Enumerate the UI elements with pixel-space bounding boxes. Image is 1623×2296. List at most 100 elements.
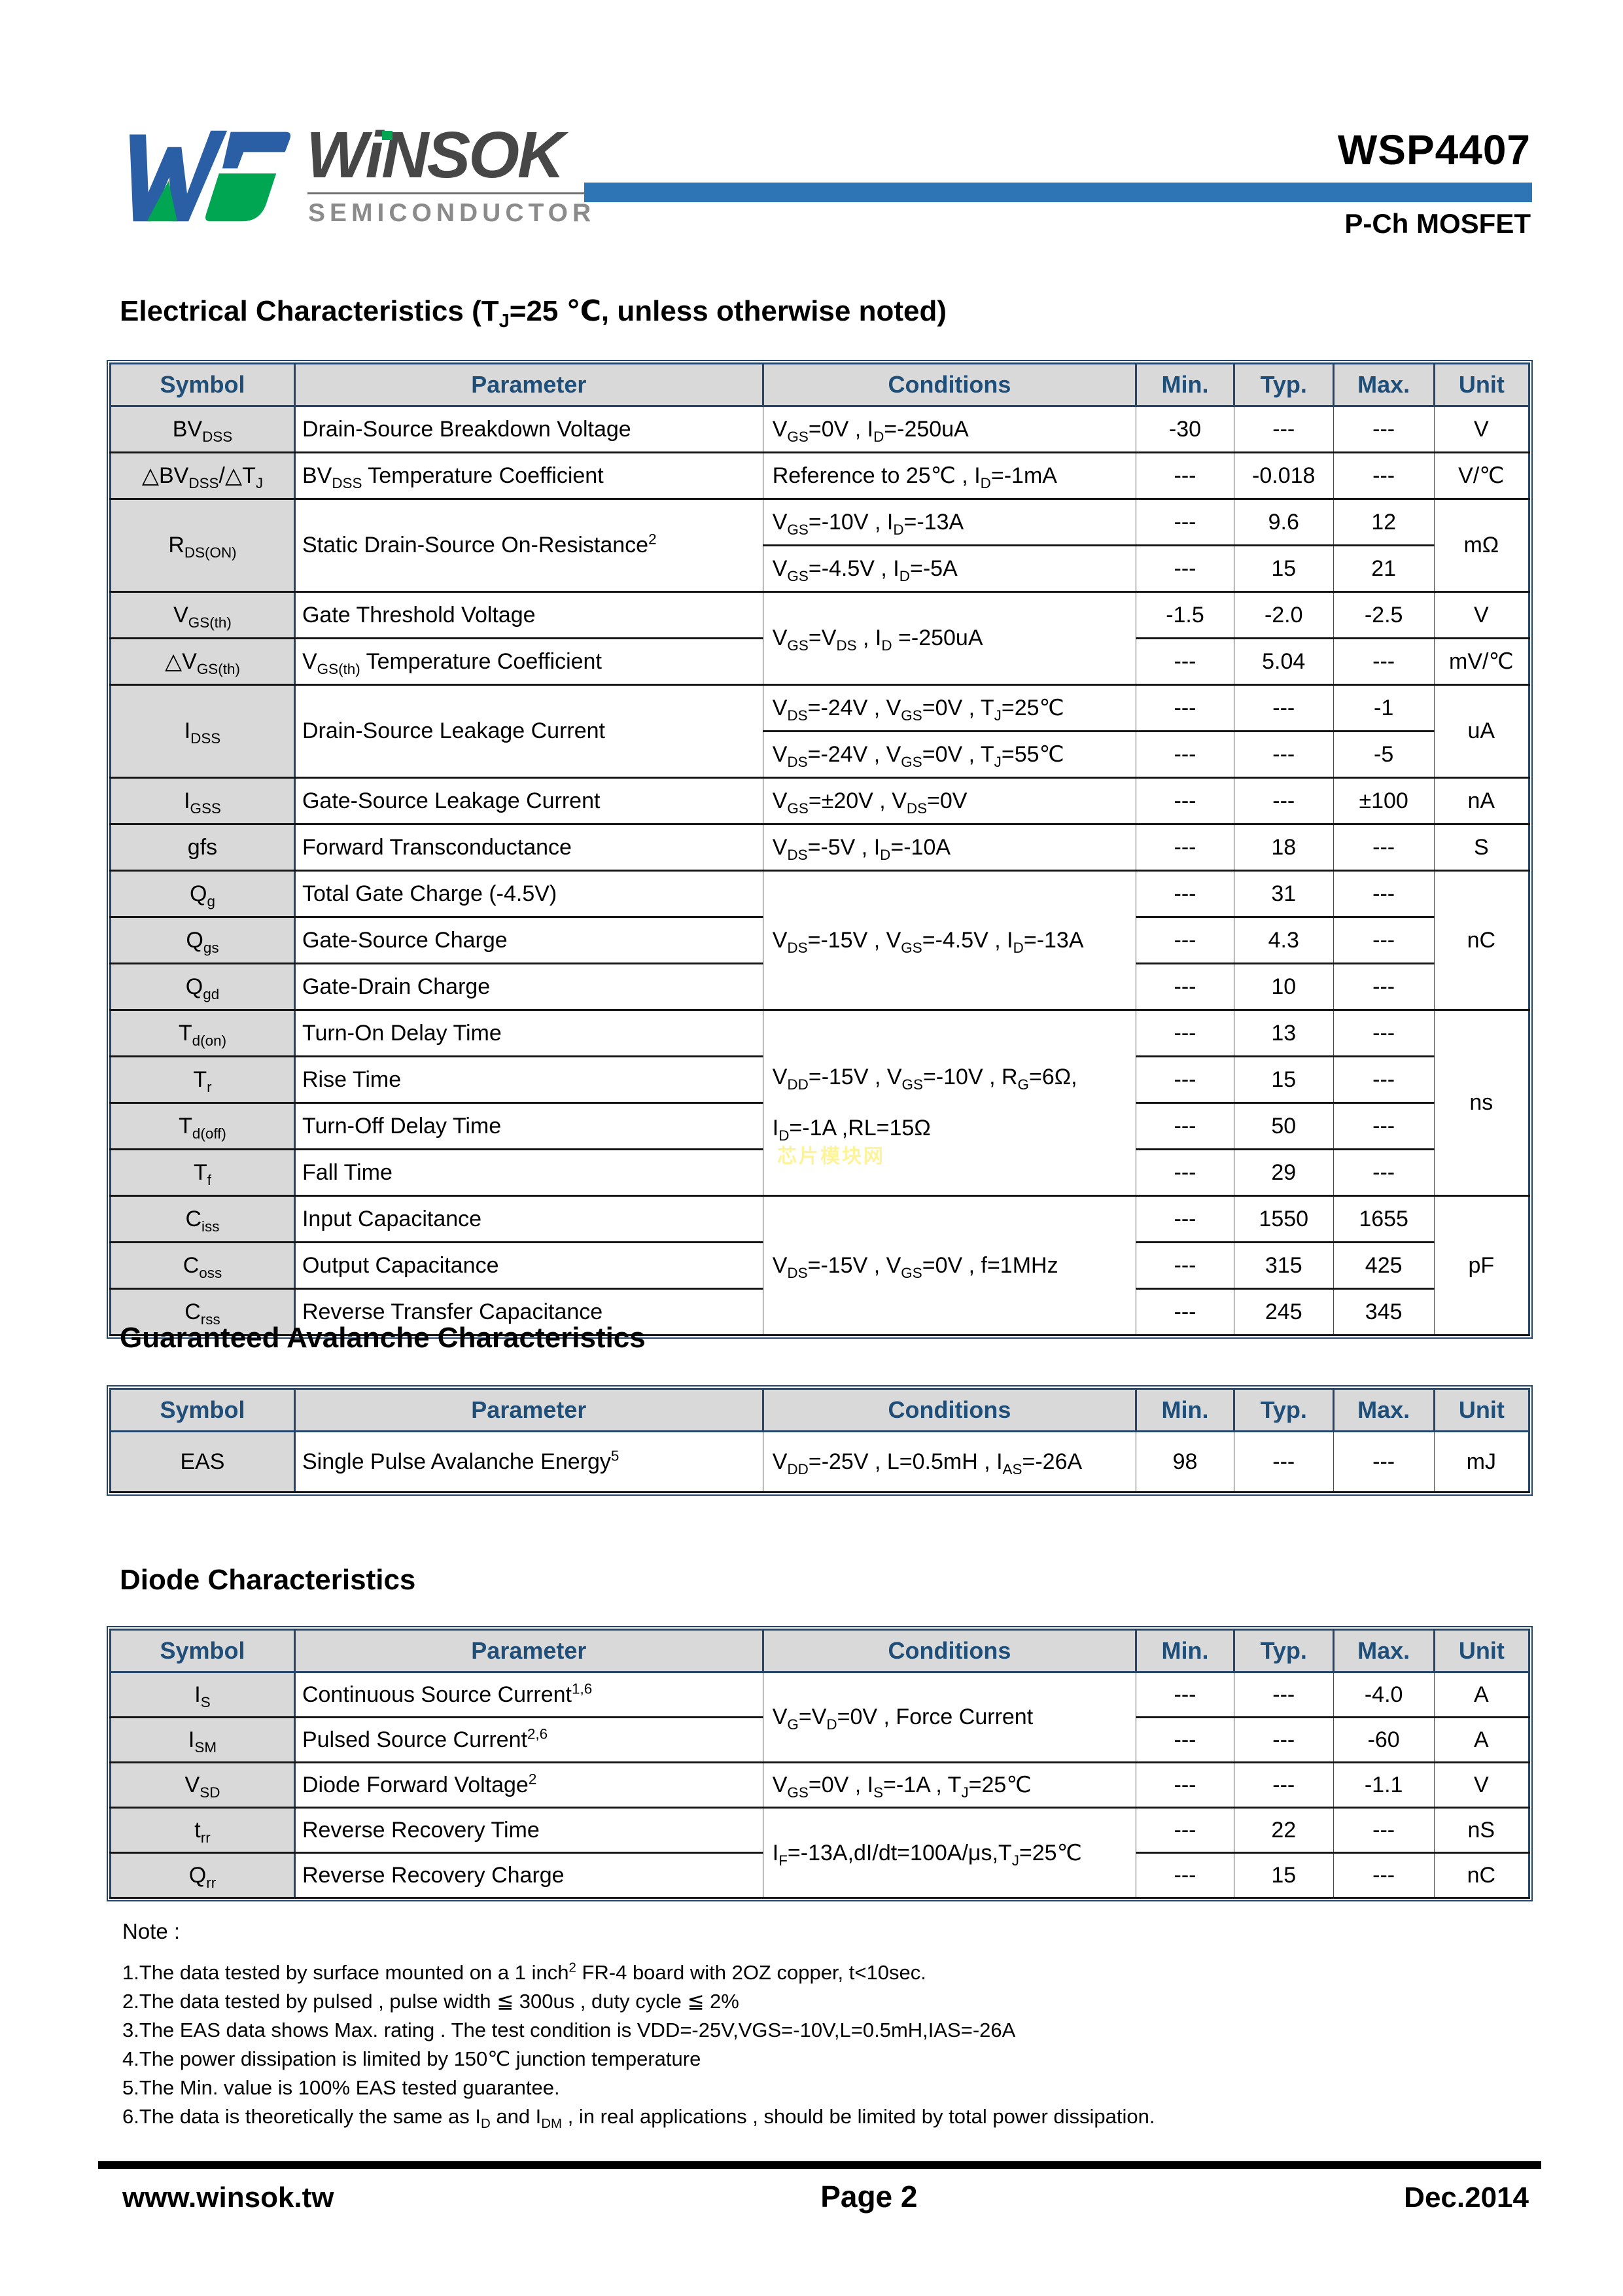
value-cell: ---: [1136, 1241, 1234, 1290]
table-row: Tr Rise Time --- 15 ---: [109, 1055, 1529, 1104]
conditions-cell: VDS=-5V , ID=-10A: [762, 823, 1137, 872]
column-header: Typ.: [1232, 362, 1335, 407]
column-header: Symbol: [109, 1629, 296, 1673]
value-cell: 31: [1233, 870, 1334, 918]
electrical-table-frame: Symbol Parameter Conditions Min. Typ. Max. Uni…: [107, 360, 1533, 1339]
table-row: VGS(th) Gate Threshold Voltage VGS=VDS , I…: [109, 591, 1531, 686]
conditions-cell: Reference to 25℃ , ID=-1mA: [762, 451, 1137, 500]
parameter-cell: Drain-Source Breakdown Voltage: [294, 405, 763, 453]
column-header: Parameter: [293, 1629, 764, 1673]
note-label: Note :: [122, 1919, 181, 1943]
value-cell: 345: [1333, 1288, 1435, 1336]
conditions-cell: VDS=-15V , VGS=-4.5V , ID=-13A: [762, 870, 1137, 1011]
symbol-cell: Tr: [109, 1055, 296, 1104]
unit-cell: nA: [1433, 777, 1531, 825]
unit-cell: mV/℃: [1433, 637, 1531, 686]
symbol-cell: VSD: [109, 1761, 296, 1809]
value-cell: ---: [1136, 451, 1234, 500]
value-cell: ---: [1136, 1671, 1234, 1718]
value-cell: ---: [1136, 777, 1234, 825]
note-item: 3.The EAS data shows Max. rating . The t…: [122, 2019, 1016, 2041]
conditions-cell: IF=-13A,dI/dt=100A/μs,TJ=25℃: [762, 1807, 1137, 1899]
value-cell: 9.6: [1233, 498, 1334, 546]
value-cell: -4.0: [1333, 1671, 1435, 1718]
column-header: Typ.: [1232, 1629, 1335, 1673]
value-cell: ---: [1136, 1102, 1234, 1150]
symbol-cell: ISM: [109, 1716, 296, 1763]
diode-section-title: Diode Characteristics: [120, 1564, 416, 1596]
unit-cell: V: [1433, 591, 1531, 639]
symbol-cell: △VGS(th): [109, 637, 296, 686]
table-row: Td(on) Turn-On Delay Time VDD=-15V , VGS=-…: [109, 1009, 1531, 1197]
footer-divider: [98, 2161, 1541, 2169]
parameter-cell: Fall Time: [294, 1148, 763, 1197]
avalanche-characteristics-table: Symbol Parameter Conditions Min. Typ. Max. Uni…: [109, 1388, 1531, 1493]
table-row: Qg Total Gate Charge (-4.5V) VDS=-15V , VG…: [109, 870, 1531, 1011]
parameter-cell: Diode Forward Voltage2: [294, 1761, 763, 1809]
value-cell: -1: [1333, 684, 1435, 732]
column-header: Max.: [1332, 1388, 1435, 1432]
value-cell: ---: [1233, 777, 1334, 825]
value-cell: -60: [1333, 1716, 1435, 1763]
column-header: Max.: [1332, 362, 1435, 407]
table-row: gfs Forward Transconductance VDS=-5V , ID=…: [109, 823, 1531, 872]
logo-s-bottom: [205, 173, 277, 222]
conditions-cell: VDD=-15V , VGS=-10V , RG=6Ω, ID=-1A ,RL=1…: [762, 1009, 1137, 1197]
conditions-cell: VGS=0V , IS=-1A , TJ=25℃: [762, 1761, 1137, 1809]
symbol-cell: RDS(ON): [109, 498, 296, 593]
parameter-cell: Gate Threshold Voltage: [294, 591, 763, 639]
parameter-cell: Reverse Recovery Time: [294, 1807, 763, 1854]
value-cell: -2.0: [1233, 591, 1334, 639]
value-cell: ---: [1333, 916, 1435, 964]
symbol-cell: IS: [109, 1671, 296, 1718]
column-header: Typ.: [1232, 1388, 1335, 1432]
column-header: Symbol: [109, 362, 296, 407]
table-row: Qrr Reverse Recovery Charge --- 15 --- nC: [109, 1852, 1531, 1899]
unit-cell: nS: [1433, 1807, 1531, 1854]
value-cell: ---: [1136, 498, 1234, 546]
table-row: BVDSS Drain-Source Breakdown Voltage VGS=0…: [109, 405, 1531, 453]
note-item: 2.The data tested by pulsed , pulse widt…: [122, 1990, 739, 2013]
column-header: Min.: [1135, 1388, 1235, 1432]
value-cell: ---: [1136, 963, 1234, 1011]
table-row: RDS(ON) Static Drain-Source On-Resistance…: [109, 498, 1531, 593]
value-cell: ±100: [1333, 777, 1435, 825]
symbol-cell: Qgs: [109, 916, 296, 964]
symbol-cell: Qgd: [109, 963, 296, 1011]
column-header: Unit: [1433, 362, 1531, 407]
symbol-cell: trr: [109, 1807, 296, 1854]
column-header: Max.: [1332, 1629, 1435, 1673]
value-cell: -30: [1136, 405, 1234, 453]
unit-cell: pF: [1433, 1195, 1531, 1336]
brand-i-dot: [382, 131, 393, 140]
value-cell: ---: [1233, 730, 1334, 779]
parameter-cell: Static Drain-Source On-Resistance2: [294, 498, 763, 593]
value-cell: ---: [1333, 870, 1435, 918]
value-cell: 10: [1233, 963, 1334, 1011]
parameter-cell: Gate-Source Leakage Current: [294, 777, 763, 825]
value-cell: ---: [1333, 1807, 1435, 1854]
note-item: 5.The Min. value is 100% EAS tested guar…: [122, 2076, 560, 2099]
column-header: Conditions: [761, 1388, 1138, 1432]
symbol-cell: EAS: [109, 1430, 296, 1493]
symbol-cell: Ciss: [109, 1195, 296, 1243]
value-cell: ---: [1136, 1055, 1234, 1104]
value-cell: 5.04: [1233, 637, 1334, 686]
table-row: EAS Single Pulse Avalanche Energy5 VDD=-25…: [109, 1430, 1531, 1493]
conditions-cell: VDD=-25V , L=0.5mH , IAS=-26A: [762, 1430, 1137, 1493]
value-cell: 50: [1233, 1102, 1334, 1150]
table-row: Qgd Gate-Drain Charge --- 10 ---: [109, 963, 1529, 1011]
column-header: Unit: [1433, 1629, 1531, 1673]
brand-name-text: WiNSOK: [306, 118, 565, 192]
value-cell: -2.5: [1333, 591, 1435, 639]
avalanche-section-title: Guaranteed Avalanche Characteristics: [120, 1322, 646, 1354]
diode-characteristics-table: Symbol Parameter Conditions Min. Typ. Max. Uni…: [109, 1629, 1531, 1899]
electrical-section-title: Electrical Characteristics (TJ=25 ℃, unl…: [120, 295, 947, 332]
unit-cell: nC: [1433, 870, 1531, 1011]
winsok-logo-mark: [130, 130, 291, 222]
value-cell: ---: [1136, 1195, 1234, 1243]
column-header: Parameter: [293, 362, 764, 407]
value-cell: ---: [1333, 1055, 1435, 1104]
value-cell: 4.3: [1233, 916, 1334, 964]
parameter-cell: Continuous Source Current1,6: [294, 1671, 763, 1718]
